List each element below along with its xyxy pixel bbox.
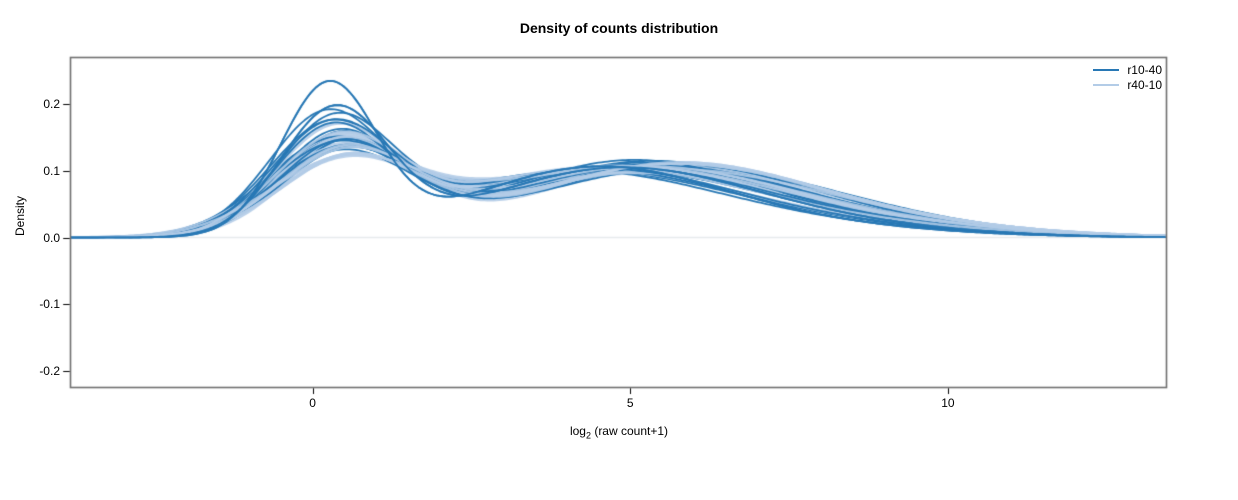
legend-label-r10-40: r10-40 — [1127, 63, 1162, 77]
y-tick-label: 0.0 — [43, 230, 60, 245]
legend-label-r40-10: r40-10 — [1127, 78, 1162, 92]
x-axis-label: log2 (raw count+1) — [0, 424, 1238, 440]
legend-item-r10-40: r10-40 — [1093, 63, 1162, 77]
legend-item-r40-10: r40-10 — [1093, 78, 1162, 92]
legend-line-swatch-r40-10 — [1093, 84, 1120, 86]
y-axis-label: Density — [13, 195, 27, 237]
x-tick-label: 10 — [941, 396, 955, 410]
x-tick-label: 5 — [626, 396, 634, 410]
x-axis-label-subscript: 2 — [585, 430, 591, 441]
x-axis-label-base: log — [569, 424, 586, 438]
y-tick-label: 0.2 — [43, 96, 60, 111]
x-tick-label: 0 — [309, 396, 316, 410]
legend-line-swatch-r10-40 — [1093, 69, 1120, 71]
chart-title: Density of counts distribution — [519, 20, 719, 36]
y-tick-label: -0.1 — [39, 297, 60, 312]
x-axis-label-rest: (raw count+1) — [590, 424, 669, 438]
y-tick-label: 0.1 — [43, 163, 60, 178]
legend: r10-40 r40-10 — [1093, 63, 1162, 92]
y-tick-label: -0.2 — [39, 364, 60, 379]
